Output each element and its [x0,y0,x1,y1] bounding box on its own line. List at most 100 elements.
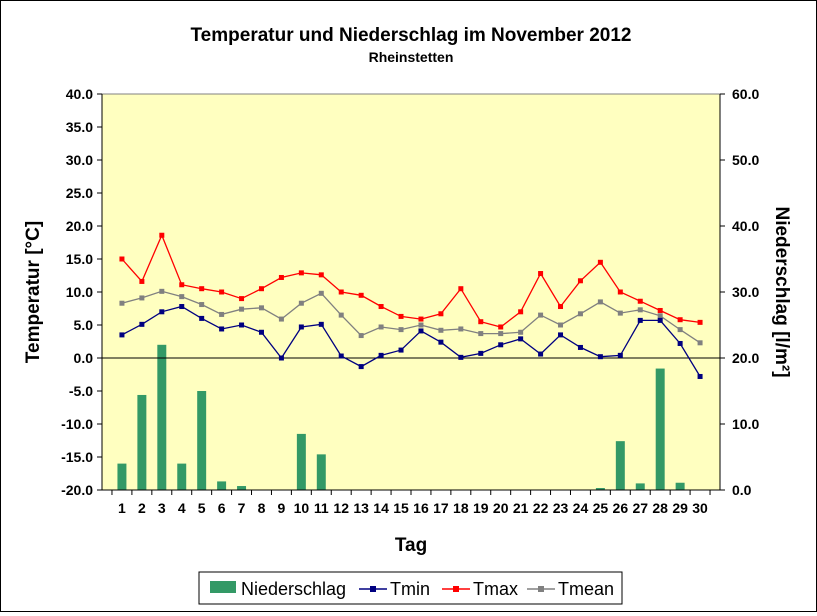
data-point-tmax [338,289,344,295]
data-point-tmin [637,317,643,323]
x-tick-label: 23 [553,500,569,516]
legend-label-tmin: Tmin [390,579,430,599]
y-right-tick-label: 20.0 [732,350,759,366]
data-point-tmean [298,300,304,306]
data-point-tmax [697,319,703,325]
data-point-tmax [577,278,583,284]
precipitation-bar [635,483,645,490]
data-point-tmin [378,352,384,358]
x-tick-label: 28 [652,500,668,516]
data-point-tmin [318,321,324,327]
data-point-tmin [438,339,444,345]
data-point-tmean [478,331,484,337]
data-point-tmin [478,350,484,356]
data-point-tmean [637,307,643,313]
data-point-tmean [498,331,504,337]
data-point-tmax [498,324,504,330]
data-point-tmax [398,313,404,319]
data-point-tmax [438,311,444,317]
precipitation-bar [177,463,187,490]
legend-label-niederschlag: Niederschlag [241,579,346,599]
data-point-tmean [159,288,165,294]
y-right-tick-label: 60.0 [732,86,759,102]
x-tick-label: 18 [453,500,469,516]
legend: Niederschlag Tmin Tmax Tmean [198,571,623,605]
precipitation-bar [296,433,306,490]
data-point-tmin [677,340,683,346]
legend-label-tmax: Tmax [473,579,518,599]
data-point-tmean [358,333,364,339]
data-point-tmin [139,321,145,327]
x-tick-label: 7 [238,500,246,516]
data-point-tmax [657,307,663,313]
x-tick-label: 27 [632,500,648,516]
y-right-tick-label: 10.0 [732,416,759,432]
legend-box [198,571,623,605]
y-left-tick-label: -5.0 [69,383,93,399]
x-tick-label: 20 [493,500,509,516]
data-point-tmax [358,292,364,298]
precipitation-bar [137,394,147,490]
data-point-tmean [558,322,564,328]
y-right-tick-label: 50.0 [732,152,759,168]
y-left-tick-label: -15.0 [61,449,93,465]
data-point-tmax [677,317,683,323]
legend-swatch-niederschlag [210,581,236,593]
data-point-tmin [538,351,544,357]
chart-title: Temperatur und Niederschlag im November … [190,25,631,46]
x-tick-label: 9 [278,500,286,516]
data-point-tmin [219,326,225,332]
plot-area [101,93,721,491]
y-right-tick-label: 0.0 [732,482,752,498]
data-point-tmean [199,302,205,308]
data-point-tmax [637,298,643,304]
chart-subtitle: Rheinstetten [369,49,454,65]
data-point-tmax [179,282,185,288]
y-left-tick-label: 30.0 [66,152,93,168]
data-point-tmin [518,336,524,342]
x-tick-label: 2 [138,500,146,516]
legend-marker-tmax [453,586,459,592]
data-point-tmax [258,286,264,292]
data-point-tmax [199,286,205,292]
precipitation-bar [675,482,685,490]
axes: -20.0-15.0-10.0-5.00.05.010.015.020.025.… [61,86,759,516]
series-line-tmean [121,290,701,344]
data-point-tmin [418,328,424,334]
data-point-tmean [458,326,464,332]
data-point-tmax [378,304,384,310]
x-tick-label: 17 [433,500,449,516]
x-tick-label: 6 [218,500,226,516]
data-point-tmean [239,306,245,312]
y-left-tick-label: -10.0 [61,416,93,432]
data-point-tmin [558,332,564,338]
x-axis-label: Tag [395,535,427,556]
x-tick-label: 16 [413,500,429,516]
data-point-tmean [438,327,444,333]
data-point-tmin [577,344,583,350]
precipitation-bar [237,486,247,490]
x-tick-label: 12 [333,500,349,516]
data-point-tmax [538,271,544,277]
x-tick-label: 5 [198,500,206,516]
data-point-tmean [577,311,583,317]
x-tick-label: 26 [613,500,629,516]
x-tick-label: 24 [573,500,589,516]
x-tick-label: 19 [473,500,489,516]
y-left-tick-label: 20.0 [66,218,93,234]
y-left-tick-label: 5.0 [74,317,94,333]
data-point-tmax [418,316,424,322]
x-tick-label: 10 [294,500,310,516]
data-point-tmean [338,312,344,318]
precipitation-bar [655,368,665,490]
precipitation-bar [117,463,127,490]
data-point-tmean [617,310,623,316]
data-point-tmax [518,309,524,315]
data-point-tmean [538,312,544,318]
x-tick-label: 4 [178,500,186,516]
x-tick-label: 25 [593,500,609,516]
y-left-tick-label: -20.0 [61,482,93,498]
data-point-tmin [258,329,264,335]
precipitation-bar [615,441,625,490]
